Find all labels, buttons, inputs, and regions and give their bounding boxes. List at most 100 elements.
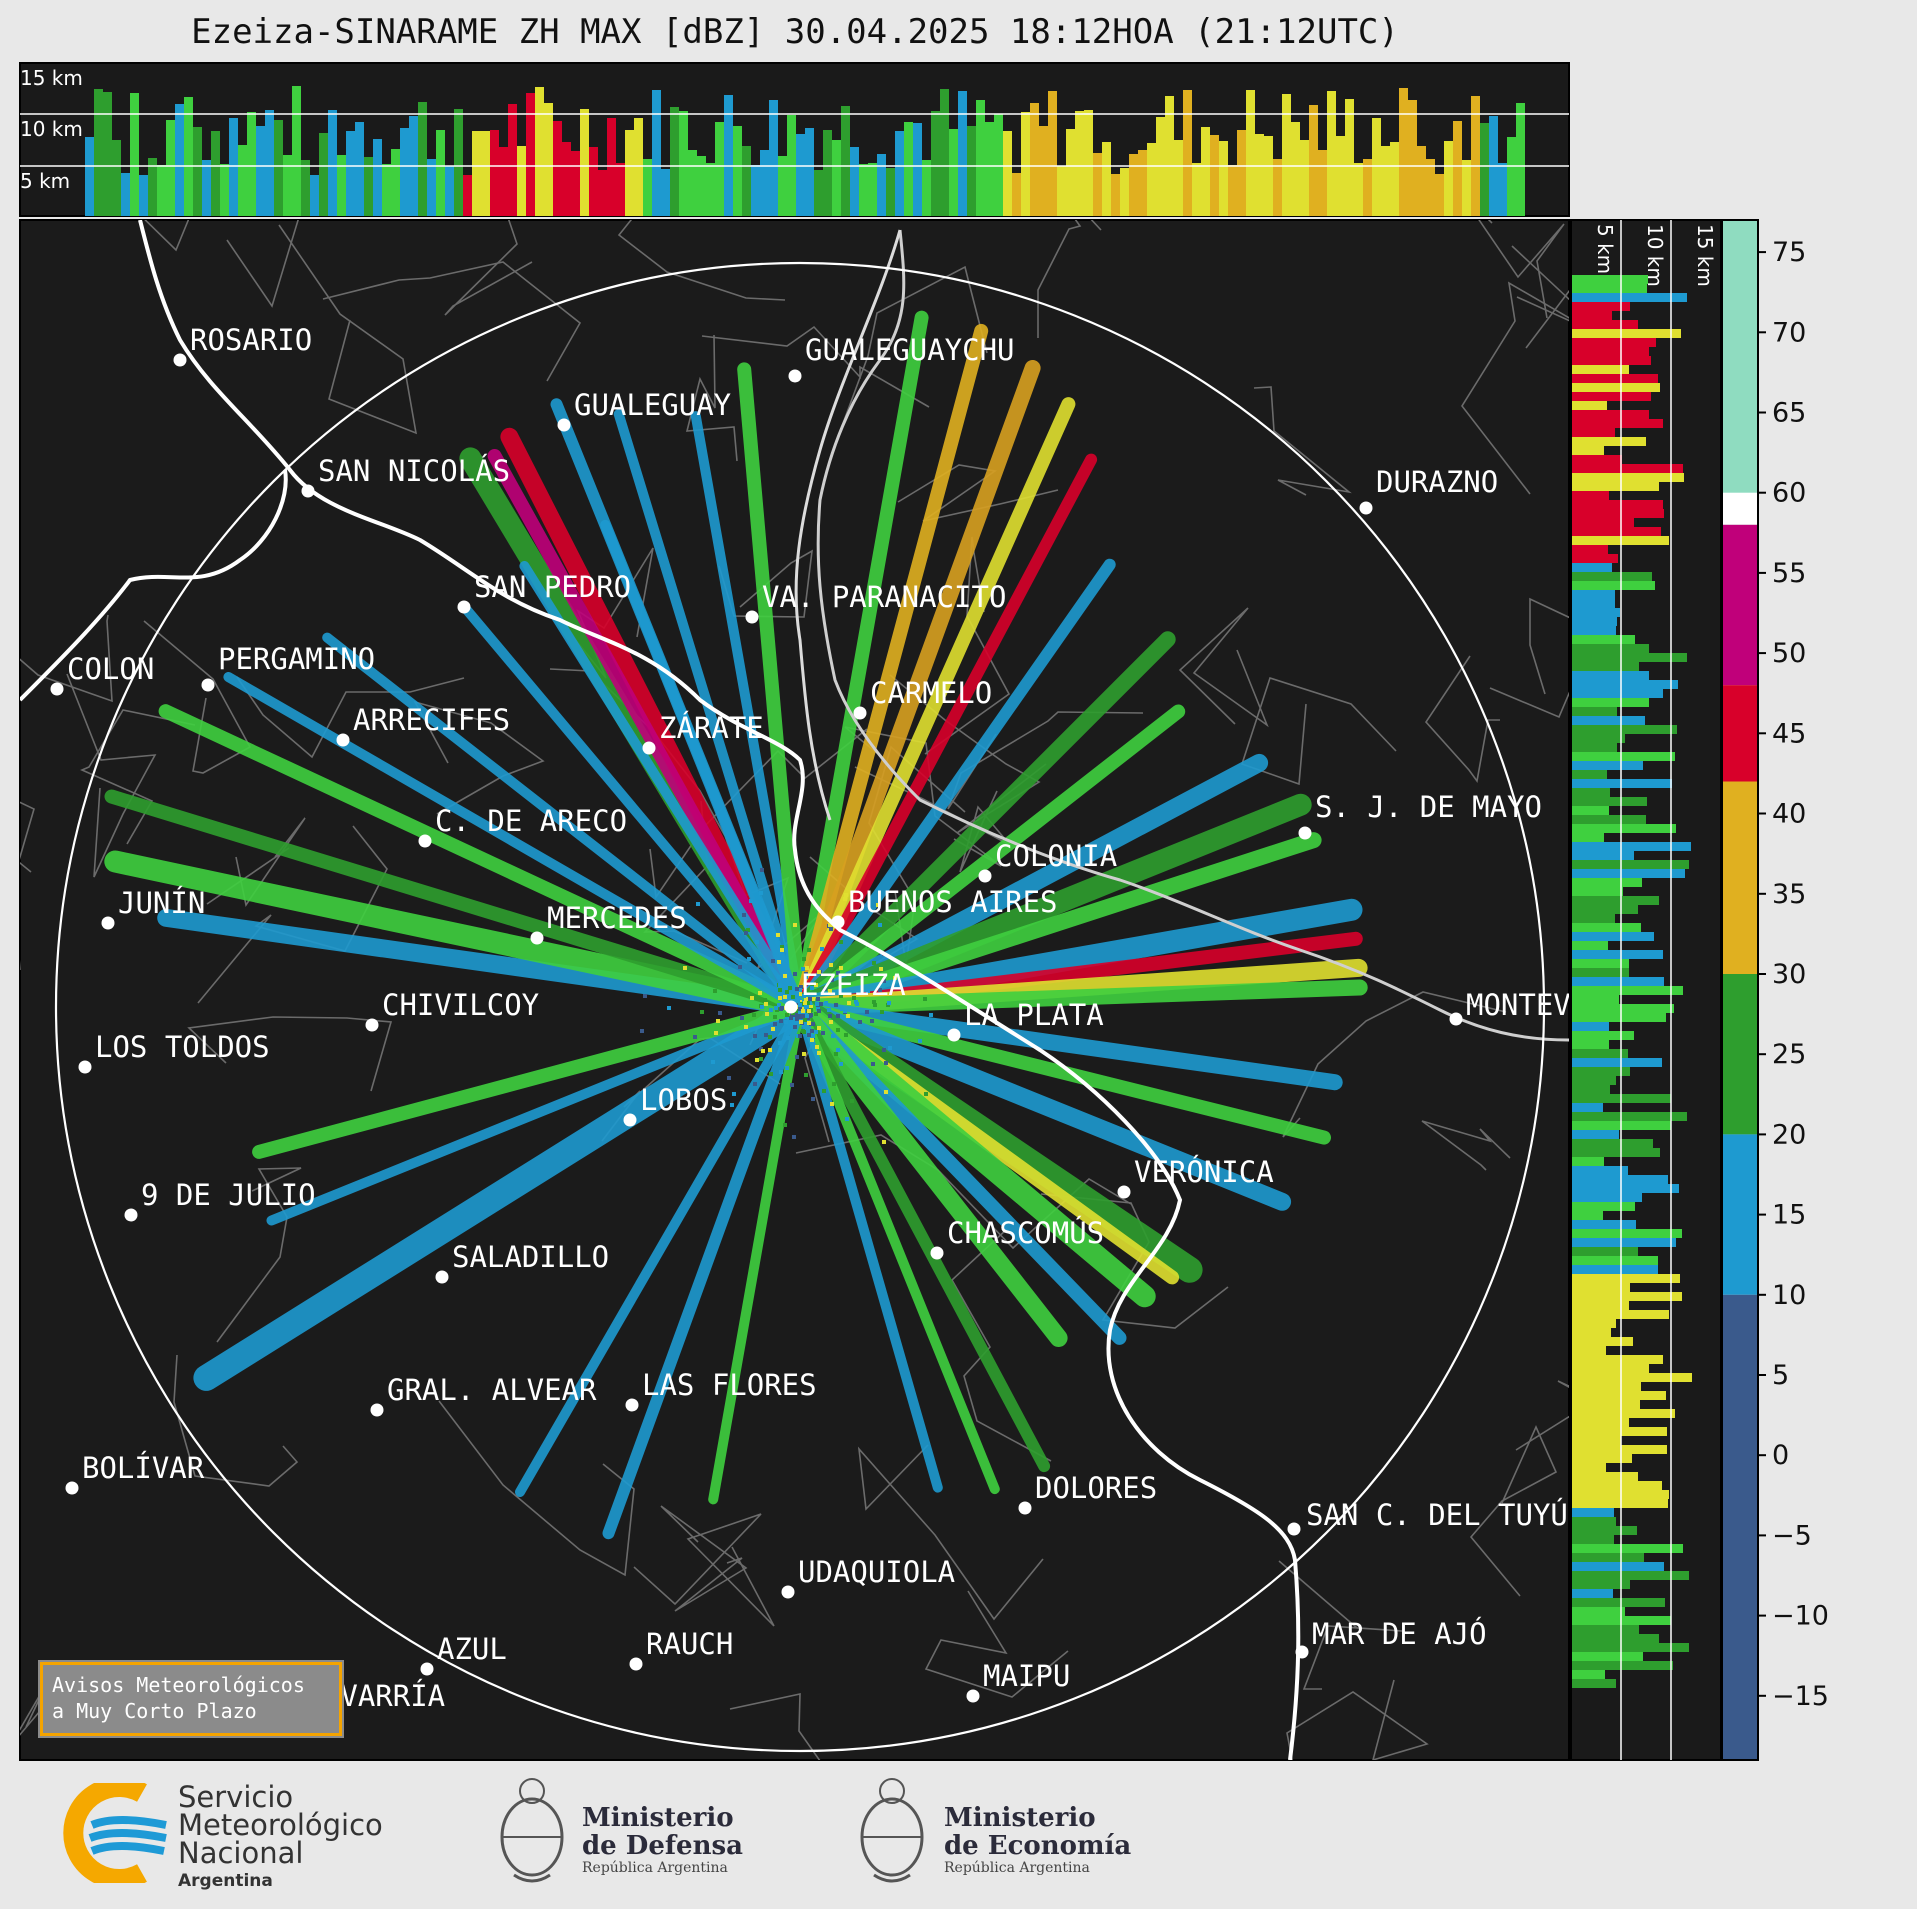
- clutter-pixel: [771, 959, 775, 963]
- clutter-pixel: [810, 1038, 814, 1042]
- clutter-pixel: [821, 1031, 825, 1035]
- clutter-pixel: [780, 948, 784, 952]
- top-echo-column: [706, 163, 715, 216]
- side-echo-row: [1572, 725, 1677, 734]
- colorbar-band: [1722, 685, 1758, 782]
- side-echo-row: [1572, 473, 1684, 482]
- top-echo-column: [139, 175, 148, 216]
- top-echo-column: [976, 100, 985, 216]
- top-echo-column: [931, 111, 940, 216]
- top-echo-column: [1462, 160, 1471, 216]
- side-echo-row: [1572, 1598, 1665, 1607]
- defensa-line: República Argentina: [582, 1860, 728, 1876]
- side-echo-row: [1572, 1445, 1667, 1454]
- clutter-pixel: [753, 1082, 757, 1086]
- top-echo-column: [1381, 146, 1390, 216]
- side-echo-row: [1572, 815, 1646, 824]
- colorbar-tick-label: 50: [1772, 638, 1806, 669]
- clutter-pixel: [777, 975, 781, 979]
- clutter-pixel: [792, 1135, 796, 1139]
- colorbar-tick-label: 60: [1772, 478, 1806, 509]
- top-echo-column: [1237, 130, 1246, 216]
- city-label: DOLORES: [1035, 1471, 1157, 1505]
- top-echo-column: [436, 130, 445, 216]
- top-echo-column: [1390, 142, 1399, 216]
- clutter-pixel: [799, 985, 803, 989]
- clutter-pixel: [744, 1025, 748, 1029]
- side-echo-row: [1572, 437, 1646, 446]
- warning-box[interactable]: Avisos Meteorológicos a Muy Corto Plazo: [38, 1660, 344, 1738]
- city-marker: SAN NICOLÁS: [301, 454, 510, 498]
- top-echo-column: [1435, 174, 1444, 216]
- city-label: CARMELO: [870, 676, 992, 710]
- clutter-pixel: [793, 1025, 797, 1029]
- colorbar-tick-label: 10: [1772, 1280, 1806, 1311]
- side-echo-row: [1572, 1661, 1673, 1670]
- clutter-pixel: [854, 1000, 858, 1004]
- clutter-pixel: [820, 947, 824, 951]
- clutter-pixel: [640, 1029, 644, 1033]
- clutter-pixel: [887, 1001, 891, 1005]
- city-label: S. J. DE MAYO: [1315, 790, 1542, 824]
- city-label: MAR DE AJÓ: [1312, 1617, 1487, 1651]
- colorbar-band: [1722, 1294, 1758, 1760]
- clutter-pixel: [839, 994, 843, 998]
- side-echo-row: [1572, 977, 1664, 986]
- side-echo-row: [1572, 1652, 1643, 1661]
- top-echo-column: [1264, 136, 1273, 216]
- top-echo-column: [1039, 126, 1048, 216]
- top-echo-column: [832, 140, 841, 216]
- top-echo-column: [1129, 154, 1138, 216]
- colorbar-tick-label: 15: [1772, 1200, 1806, 1231]
- clutter-pixel: [880, 1010, 884, 1014]
- department-border: [633, 1513, 775, 1627]
- city-dot: [124, 1208, 138, 1222]
- city-marker: ARRECIFES: [336, 703, 510, 747]
- clutter-pixel: [834, 1003, 838, 1007]
- city-label: C. DE ARECO: [435, 804, 627, 838]
- side-echo-row: [1572, 1103, 1603, 1112]
- side-echo-row: [1572, 923, 1641, 932]
- top-echo-column: [499, 147, 508, 216]
- department-border: [1240, 676, 1397, 786]
- smn-logo-icon: [63, 1783, 167, 1883]
- side-echo-row: [1572, 338, 1656, 347]
- city-dot: [173, 353, 187, 367]
- side-echo-row: [1572, 986, 1683, 995]
- city-marker: LAS FLORES: [625, 1368, 817, 1412]
- side-echo-row: [1572, 1346, 1606, 1355]
- colorbar-tick-label: 20: [1772, 1119, 1806, 1150]
- clutter-pixel: [830, 978, 834, 982]
- top-echo-column: [625, 130, 634, 216]
- clutter-pixel: [796, 999, 800, 1003]
- clutter-pixel: [711, 1060, 715, 1064]
- city-dot: [1449, 1012, 1463, 1026]
- top-echo-column: [670, 107, 679, 216]
- clutter-pixel: [817, 970, 821, 974]
- radar-ray: [487, 449, 807, 1014]
- clutter-pixel: [802, 1052, 806, 1056]
- clutter-pixel: [765, 1012, 769, 1016]
- top-echo-column: [1399, 88, 1408, 216]
- clutter-pixel: [815, 1002, 819, 1006]
- clutter-pixel: [819, 1002, 823, 1006]
- clutter-pixel: [843, 897, 847, 901]
- side-echo-row: [1572, 1409, 1675, 1418]
- side-echo-row: [1572, 671, 1649, 680]
- clutter-pixel: [730, 1103, 734, 1107]
- clutter-pixel: [803, 1001, 807, 1005]
- side-echo-row: [1572, 1454, 1632, 1463]
- city-marker: GUALEGUAY: [557, 388, 731, 432]
- top-echo-column: [238, 145, 247, 216]
- side-echo-row: [1572, 1391, 1666, 1400]
- top-echo-column: [463, 175, 472, 216]
- city-dot: [530, 931, 544, 945]
- side-echo-row: [1572, 752, 1675, 761]
- side-echo-row: [1572, 1292, 1682, 1301]
- smn-logo-text: Servicio Meteorológico Nacional Argentin…: [178, 1783, 383, 1895]
- top-echo-column: [958, 91, 967, 216]
- side-echo-row: [1572, 374, 1658, 383]
- city-marker: SAN PEDRO: [457, 570, 631, 614]
- clutter-pixel: [836, 1048, 840, 1052]
- radar-ray: [708, 1002, 805, 1505]
